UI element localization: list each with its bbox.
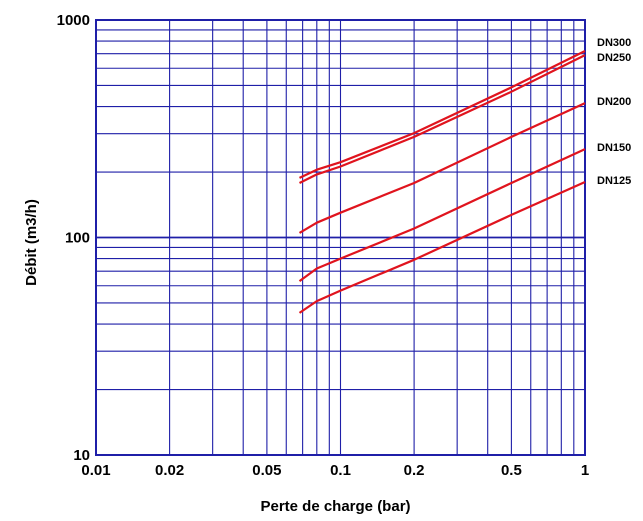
series-label-dn300: DN300 (597, 37, 631, 49)
grid (96, 20, 585, 455)
series-line-dn150 (298, 148, 586, 282)
series-label-dn125: DN125 (597, 175, 631, 187)
series-label-dn150: DN150 (597, 142, 631, 154)
plot-frame (95, 19, 586, 456)
y-axis-label: Débit (m3/h) (23, 199, 40, 286)
x-tick-label: 0.2 (404, 462, 425, 479)
series-label-dn200: DN200 (597, 96, 631, 108)
x-tick-label: 0.05 (252, 462, 281, 479)
x-tick-label: 0.1 (330, 462, 351, 479)
x-axis-label: Perte de charge (bar) (260, 498, 410, 515)
series-line-dn125 (298, 180, 586, 314)
x-tick-label: 0.5 (501, 462, 522, 479)
series-lines (298, 50, 586, 314)
x-tick-labels: 0.01 0.02 0.05 0.1 0.2 0.5 1 (81, 462, 589, 479)
series-line-dn250 (299, 54, 586, 184)
series-label-dn250: DN250 (597, 52, 631, 64)
y-tick-label: 1000 (57, 12, 90, 29)
series-labels: DN300 DN250 DN200 DN150 DN125 (597, 37, 631, 187)
y-tick-labels: 10 100 1000 (57, 12, 90, 464)
y-tick-label: 10 (73, 447, 90, 464)
series-line-dn300 (299, 50, 586, 179)
y-tick-label: 100 (65, 230, 90, 247)
x-tick-label: 1 (581, 462, 589, 479)
x-tick-label: 0.01 (81, 462, 110, 479)
x-tick-label: 0.02 (155, 462, 184, 479)
series-line-dn200 (298, 102, 586, 234)
